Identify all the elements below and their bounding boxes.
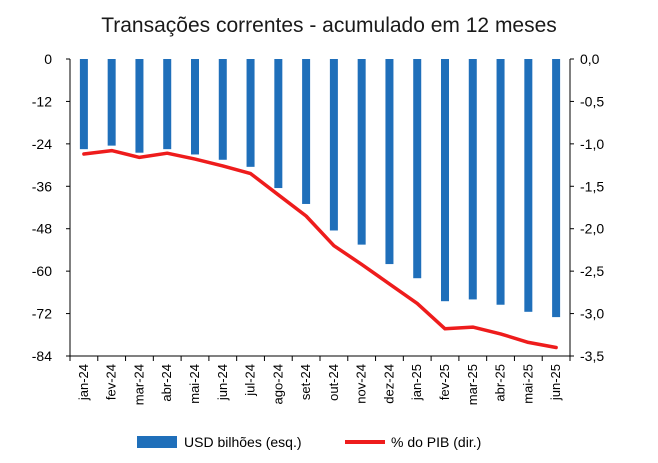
bar — [79, 59, 88, 150]
line-point — [388, 282, 391, 286]
right-tick-label: 0,0 — [580, 51, 600, 67]
line-point — [416, 302, 419, 305]
bar — [218, 59, 227, 160]
line-point — [554, 346, 558, 349]
bar — [413, 59, 422, 279]
legend-label-bars: USD bilhões (esq.) — [184, 434, 302, 450]
line-point — [499, 332, 502, 336]
x-tick-label: fev-24 — [104, 364, 119, 400]
left-tick-label: 0 — [44, 51, 52, 67]
line-point — [527, 341, 530, 344]
bar — [302, 59, 311, 204]
x-tick-label: mar-24 — [131, 364, 146, 405]
right-tick-label: -1,0 — [580, 136, 604, 152]
line-point — [360, 263, 363, 266]
x-tick-label: ago-24 — [270, 364, 285, 404]
bar — [552, 59, 561, 318]
x-tick-label: fev-25 — [437, 364, 452, 400]
bar — [274, 59, 283, 189]
left-tick-label: -24 — [32, 136, 52, 152]
line-point — [443, 327, 447, 331]
x-tick-label: mai-24 — [187, 364, 202, 404]
bar — [135, 59, 144, 153]
pib-line — [82, 148, 558, 350]
x-tick-label: jan-25 — [409, 364, 424, 401]
chart-title: Transações correntes - acumulado em 12 m… — [101, 14, 557, 37]
left-tick-label: -84 — [32, 348, 52, 364]
x-tick-label: jan-24 — [76, 364, 91, 401]
bar — [107, 59, 116, 146]
bar — [524, 59, 533, 312]
x-tick-label: abr-24 — [159, 364, 174, 402]
line-point — [277, 193, 280, 196]
line-point — [110, 149, 113, 152]
bar-series — [79, 59, 561, 318]
line-point — [304, 214, 308, 218]
x-tick-label: abr-25 — [493, 364, 508, 402]
legend: USD bilhões (esq.) % do PIB (dir.) — [137, 434, 481, 450]
legend-label-line: % do PIB (dir.) — [391, 434, 481, 450]
x-tick-label: dez-24 — [381, 364, 396, 404]
right-tick-label: -2,5 — [580, 263, 604, 279]
line-point — [221, 164, 224, 168]
line-point — [193, 157, 197, 161]
legend-swatch-bars — [137, 436, 177, 448]
right-tick-label: -2,0 — [580, 221, 604, 237]
left-tick-label: -72 — [32, 306, 52, 322]
left-tick-label: -12 — [32, 93, 52, 109]
bar — [357, 59, 366, 245]
x-tick-label: jun-24 — [215, 364, 230, 401]
x-tick-label: mai-25 — [520, 364, 535, 404]
line-point — [138, 156, 141, 159]
x-tick-label: jun-25 — [548, 364, 563, 401]
right-tick-label: -1,5 — [580, 178, 604, 194]
bar — [246, 59, 255, 167]
x-tick-label: mar-25 — [465, 364, 480, 405]
left-tick-label: -36 — [32, 178, 52, 194]
line-point — [332, 244, 336, 247]
line-point — [82, 152, 86, 156]
right-tick-label: -3,0 — [580, 306, 604, 322]
x-tick-label: nov-24 — [354, 364, 369, 404]
left-tick-label: -60 — [32, 263, 52, 279]
left-tick-label: -48 — [32, 221, 52, 237]
x-tick-label: set-24 — [298, 364, 313, 400]
x-tick-label: out-24 — [326, 364, 341, 401]
bar — [468, 59, 477, 300]
bar — [496, 59, 505, 305]
line-point — [471, 325, 474, 329]
x-tick-label: jul-24 — [243, 364, 258, 397]
bar — [191, 59, 199, 155]
line-point — [249, 172, 252, 175]
right-tick-label: -0,5 — [580, 93, 604, 109]
line-point — [166, 151, 169, 155]
right-tick-label: -3,5 — [580, 348, 604, 364]
bar — [329, 59, 338, 231]
bar — [441, 59, 449, 302]
axes: 0 -12 -24 -36 -48 -60 -72 -84 0,0 -0,5 -1,0 -1,5 -2,… — [32, 51, 605, 405]
bar — [163, 59, 172, 150]
bar — [385, 59, 394, 265]
line-series — [82, 148, 558, 350]
